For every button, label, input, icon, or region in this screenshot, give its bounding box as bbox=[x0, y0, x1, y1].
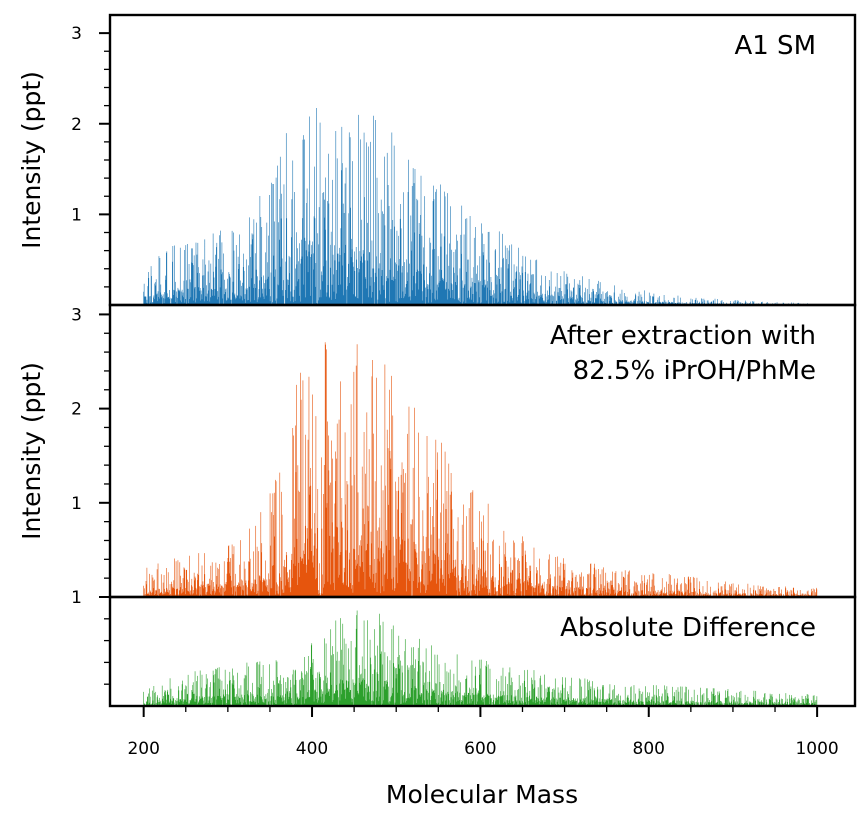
x-tick-label: 600 bbox=[464, 739, 496, 759]
y-tick-label: 1 bbox=[71, 494, 82, 514]
x-tick-label: 400 bbox=[296, 739, 328, 759]
spectrum-lines bbox=[143, 108, 809, 305]
y-tick-label: 1 bbox=[71, 588, 82, 608]
y-tick-label: 3 bbox=[71, 24, 82, 44]
panel-absolute-difference: 1 Absolute Difference bbox=[71, 588, 857, 708]
panel-annotation: Absolute Difference bbox=[560, 613, 816, 643]
panel-annotation: A1 SM bbox=[734, 31, 816, 61]
y-tick-label: 3 bbox=[71, 305, 82, 325]
y-tick-label: 1 bbox=[71, 205, 82, 225]
shared-x-axis: 200 400 600 800 1000 bbox=[127, 706, 839, 759]
spectrum-lines bbox=[143, 342, 818, 597]
x-tick-label: 200 bbox=[127, 739, 159, 759]
panel-a1-sm: 1 2 3 Intensity (ppt) A1 SM bbox=[17, 13, 857, 307]
spectrum-bars bbox=[143, 342, 818, 597]
panel-annotation: 82.5% iPrOH/PhMe bbox=[573, 356, 816, 386]
x-tick-label: 800 bbox=[633, 739, 665, 759]
panel-annotation: After extraction with bbox=[550, 321, 816, 351]
y-tick-label: 2 bbox=[71, 115, 82, 135]
x-tick-label: 1000 bbox=[795, 739, 838, 759]
spectrum-bars bbox=[143, 108, 809, 305]
y-tick-label: 2 bbox=[71, 400, 82, 420]
y-axis-label: Intensity (ppt) bbox=[17, 71, 46, 249]
panel-after-extraction: 1 2 3 Intensity (ppt) After extraction with 8… bbox=[17, 303, 857, 599]
x-axis-label: Molecular Mass bbox=[386, 780, 578, 809]
y-axis-label: Intensity (ppt) bbox=[17, 362, 46, 540]
panel-frame bbox=[108, 595, 857, 708]
